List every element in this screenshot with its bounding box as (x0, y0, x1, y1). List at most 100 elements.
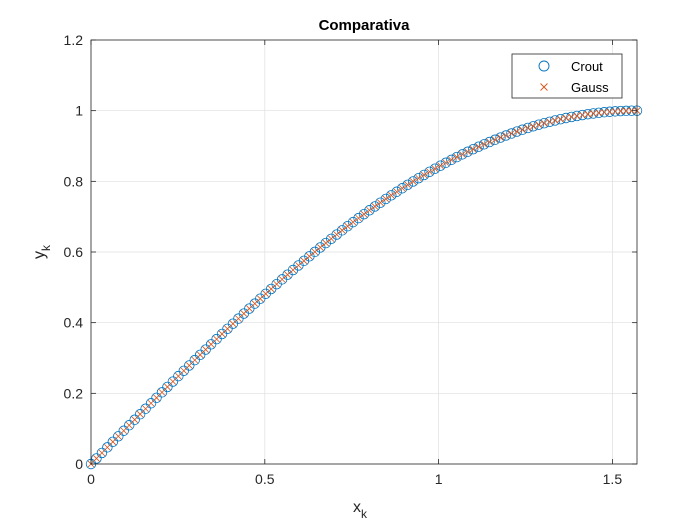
crout-point (140, 403, 151, 414)
x-tick-label: 1 (435, 471, 443, 487)
crout-point (336, 225, 348, 236)
gauss-point (584, 110, 592, 118)
gauss-point (486, 138, 493, 146)
crout-point (189, 354, 200, 366)
gauss-point (349, 218, 357, 226)
crout-point (326, 233, 337, 244)
gauss-point (469, 145, 477, 153)
gauss-point (464, 148, 472, 156)
gauss-point (529, 123, 537, 130)
gauss-point (246, 305, 253, 312)
x-tick-label: 1.5 (603, 471, 623, 487)
crout-point (167, 376, 179, 387)
crout-point (205, 339, 217, 350)
crout-point (200, 344, 211, 355)
crout-point (511, 126, 523, 137)
gauss-point (611, 108, 619, 115)
crout-point (194, 349, 206, 361)
gauss-point (295, 262, 302, 269)
legend-gauss-marker (540, 83, 548, 91)
gauss-point (595, 109, 603, 117)
gauss-point (480, 141, 488, 148)
crout-point (156, 387, 168, 398)
crout-point (473, 141, 484, 152)
gauss-point (431, 165, 439, 172)
gauss-point (207, 341, 215, 348)
legend-box (511, 53, 623, 99)
crout-point (375, 197, 386, 208)
crout-point (364, 205, 375, 216)
gauss-point (115, 432, 122, 440)
gauss-point (546, 118, 553, 126)
gauss-point (442, 159, 450, 167)
gauss-point (158, 389, 166, 396)
y-tick-label: 0.4 (64, 315, 84, 331)
crout-point (538, 117, 550, 129)
gauss-point (273, 280, 280, 288)
gauss-point (420, 171, 428, 179)
chart-title: Comparativa (319, 17, 411, 34)
legend-gauss-label: Gauss (571, 80, 609, 95)
gauss-point (180, 367, 188, 375)
gauss-point (371, 203, 379, 210)
gauss-point (109, 438, 117, 446)
y-tick-labels: 0 0.2 0.4 0.6 0.8 1 1.2 (64, 32, 84, 472)
crout-point (429, 163, 441, 174)
gauss-point (513, 128, 521, 135)
gauss-point (508, 130, 515, 137)
gauss-point (557, 115, 564, 123)
gauss-point (142, 405, 149, 413)
gauss-point (568, 113, 575, 121)
crout-point (124, 420, 135, 431)
gauss-point (622, 107, 630, 115)
gauss-point (540, 119, 548, 127)
gauss-point (327, 235, 335, 243)
y-tick-label: 0 (75, 456, 83, 472)
gauss-point (235, 315, 242, 322)
gauss-point (628, 107, 635, 114)
legend: Crout Gauss (511, 53, 623, 99)
crout-point (145, 398, 157, 409)
gauss-point (317, 244, 324, 251)
gauss-point (125, 421, 133, 429)
gauss-point (562, 114, 570, 122)
gauss-point (551, 117, 559, 124)
crout-point (495, 132, 506, 143)
gauss-point (535, 121, 543, 128)
x-axis-label: xk (353, 499, 368, 521)
gauss-point (306, 253, 313, 260)
gauss-point (229, 320, 237, 327)
crout-point (96, 447, 108, 459)
crout-point (184, 360, 195, 371)
gauss-point (617, 107, 624, 115)
gauss-point (240, 310, 248, 317)
gauss-point (278, 276, 286, 283)
gauss-point (497, 134, 504, 141)
gauss-point (415, 174, 422, 182)
crout-point (484, 136, 495, 148)
y-tick-label: 1 (75, 103, 83, 119)
gauss-point (398, 184, 406, 192)
gauss-point (311, 248, 319, 256)
gauss-point (409, 178, 417, 185)
crout-point (342, 221, 353, 232)
gauss-point (377, 199, 384, 206)
crout-point (162, 381, 173, 393)
crout-point (397, 183, 408, 194)
gauss-point (579, 111, 586, 119)
gauss-point (338, 227, 346, 234)
gauss-point (355, 214, 362, 222)
gauss-point (426, 168, 433, 176)
gauss-point (147, 399, 155, 407)
gauss-point (224, 325, 231, 333)
gauss-point (458, 151, 466, 158)
gauss-point (333, 231, 340, 238)
crout-point (391, 186, 402, 197)
x-tick-label: 0 (87, 471, 95, 487)
crout-point (446, 154, 457, 166)
gauss-point (393, 188, 401, 196)
crout-point (468, 143, 479, 155)
crout-point (178, 365, 190, 376)
gauss-point (120, 427, 128, 435)
